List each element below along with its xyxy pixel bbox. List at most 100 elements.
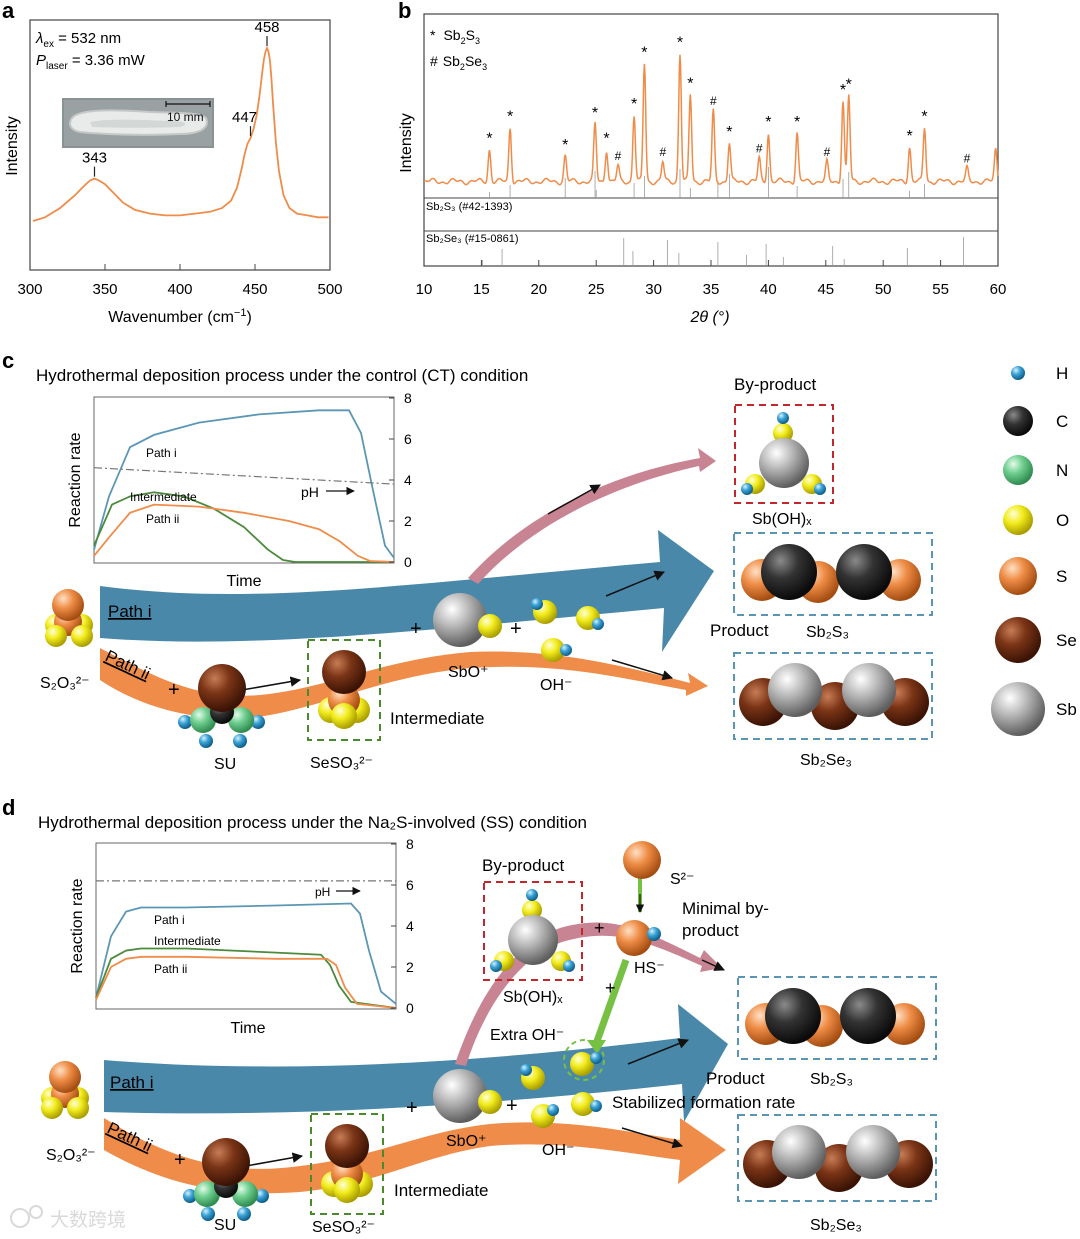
- legend-atom-sb: [991, 682, 1045, 736]
- d-sbo-molecule: [433, 1069, 502, 1123]
- c-x-label: Time: [227, 573, 262, 590]
- d-hs-ion: [616, 920, 661, 956]
- d-plus-1: +: [174, 1149, 186, 1171]
- d-sb2s3-box: [737, 976, 937, 1060]
- c-path-ii-arrow: [100, 648, 708, 719]
- raman-y-label: Intensity: [4, 116, 21, 176]
- c-arrow-intermediate: [241, 676, 302, 691]
- c-byproduct-arrow: [468, 448, 716, 584]
- c-product-label: Product: [710, 621, 769, 640]
- d-byproduct-box: [483, 881, 583, 981]
- c-sb2se3-label: Sb₂Se₃: [800, 752, 852, 769]
- c-sb2s3-box: [733, 532, 933, 616]
- c-arrow-path-ii: [611, 659, 674, 681]
- d-x-label: Time: [231, 1020, 266, 1037]
- c-path-i-arrow: [100, 530, 714, 652]
- d-arrow-path-ii: [621, 1127, 684, 1149]
- d-intermediate-box: [310, 1113, 384, 1215]
- xrd-peak-mark: #: [659, 145, 666, 159]
- c-plus-3: +: [510, 618, 522, 640]
- c-path-i-label: Path i: [108, 602, 151, 621]
- d-arrow-product: [627, 1038, 689, 1065]
- d-s2-ion: [623, 841, 661, 879]
- d-s2o3-molecule: [41, 1061, 89, 1119]
- c-y-label: Reaction rate: [67, 432, 84, 527]
- d-label-path-i: Path i: [154, 913, 185, 927]
- d-stabilized-label: Stabilized formation rate: [612, 1093, 795, 1112]
- xrd-peak-mark: *: [641, 45, 647, 62]
- d-path-ii-arrow: [104, 1118, 726, 1194]
- d-label-intermediate: Intermediate: [154, 934, 221, 948]
- c-plus-1: +: [168, 679, 180, 701]
- xrd-peak-mark: *: [631, 96, 637, 113]
- rate-y-tick-label: 2: [406, 959, 414, 975]
- legend-atom-label: H: [1056, 364, 1068, 383]
- xrd-y-label: Intensity: [398, 113, 415, 173]
- d-sboh-label: Sb(OH)ₓ: [503, 989, 563, 1006]
- raman-x-tick-label: 300: [17, 281, 42, 298]
- d-s2o3-label: S₂O₃²⁻: [46, 1147, 96, 1164]
- raman-x-tick-label: 450: [242, 281, 267, 298]
- legend-atom-se: [995, 617, 1041, 663]
- c-sb2s3-molecule: [741, 544, 921, 603]
- xrd-x-tick-label: 10: [416, 281, 433, 298]
- sb2s3-reference-lines: [489, 167, 925, 198]
- rate-y-tick-label: 2: [404, 513, 412, 529]
- scale-bar-label: 10 mm: [167, 110, 204, 124]
- xrd-peak-mark: *: [486, 130, 492, 147]
- xrd-x-tick-label: 30: [645, 281, 662, 298]
- c-sb2s3-label: Sb₂S₃: [806, 624, 849, 641]
- watermark-text: 大数跨境: [50, 1209, 126, 1231]
- rate-y-tick-label: 4: [404, 472, 412, 488]
- atom-legend: H C N O S Se Sb: [991, 364, 1077, 736]
- panel-a-label: a: [2, 0, 15, 23]
- c-intermediate-box: [307, 639, 381, 741]
- raman-peak-label: 343: [82, 150, 107, 167]
- d-sb2se3-box: [737, 1114, 937, 1202]
- excitation-label: λex = 532 nm: [35, 30, 121, 50]
- rate-y-tick-label: 6: [404, 431, 412, 447]
- d-plus-4: +: [594, 918, 605, 938]
- d-product-label: Product: [706, 1069, 765, 1088]
- xrd-peak-mark: #: [615, 149, 622, 163]
- c-sboh-label: Sb(OH)ₓ: [752, 511, 812, 528]
- rate-y-tick-label: 6: [406, 877, 414, 893]
- legend-atom-label: S: [1056, 567, 1067, 586]
- c-rate-lines: [93, 409, 395, 563]
- xrd-peak-mark: *: [562, 137, 568, 154]
- raman-x-ticks: 300 350 400 450 500: [17, 264, 343, 298]
- c-byproduct-box: [734, 404, 834, 504]
- d-plus-3: +: [506, 1095, 518, 1117]
- d-intermediate-label: Intermediate: [394, 1181, 489, 1200]
- d-label-ph: pH: [315, 885, 330, 899]
- xrd-peak-marks: *****#**#**#*#* *#* ***#: [486, 34, 970, 165]
- c-byproduct-label: By-product: [734, 375, 816, 394]
- d-seso3-label: SeSO₃²⁻: [312, 1219, 375, 1236]
- d-sbo-label: SbO⁺: [446, 1133, 486, 1150]
- legend-atom-label: O: [1056, 511, 1069, 530]
- d-y-label: Reaction rate: [69, 878, 86, 973]
- raman-x-tick-label: 500: [317, 281, 342, 298]
- xrd-pattern: [423, 54, 999, 186]
- legend-atom-label: C: [1056, 412, 1068, 431]
- xrd-peak-mark: *: [921, 109, 927, 126]
- c-plus-2: +: [410, 618, 422, 640]
- ref-label-sb2se3: Sb₂Se₃ (#15-0861): [426, 233, 519, 245]
- raman-curve: [32, 45, 329, 222]
- d-su-label: SU: [214, 1217, 236, 1234]
- c-seso3-molecule: [318, 650, 370, 729]
- rate-line-ph: [93, 467, 395, 485]
- legend-atom-h: [1011, 366, 1025, 380]
- xrd-peak-mark: *: [846, 77, 852, 94]
- d-minimal-label-2: product: [682, 921, 739, 940]
- raman-peak-labels: 343 447 458: [82, 19, 280, 177]
- xrd-peak-mark: *: [592, 105, 598, 122]
- legend-atom-label: Se: [1056, 631, 1077, 650]
- xrd-peak-mark: *: [687, 75, 693, 92]
- rate-y-tick-label: 0: [404, 554, 412, 570]
- xrd-peak-mark: #: [824, 145, 831, 159]
- rate-y-tick-label: 4: [406, 918, 414, 934]
- d-sb2s3-label: Sb₂S₃: [810, 1071, 853, 1088]
- d-rate-lines: [95, 880, 397, 1009]
